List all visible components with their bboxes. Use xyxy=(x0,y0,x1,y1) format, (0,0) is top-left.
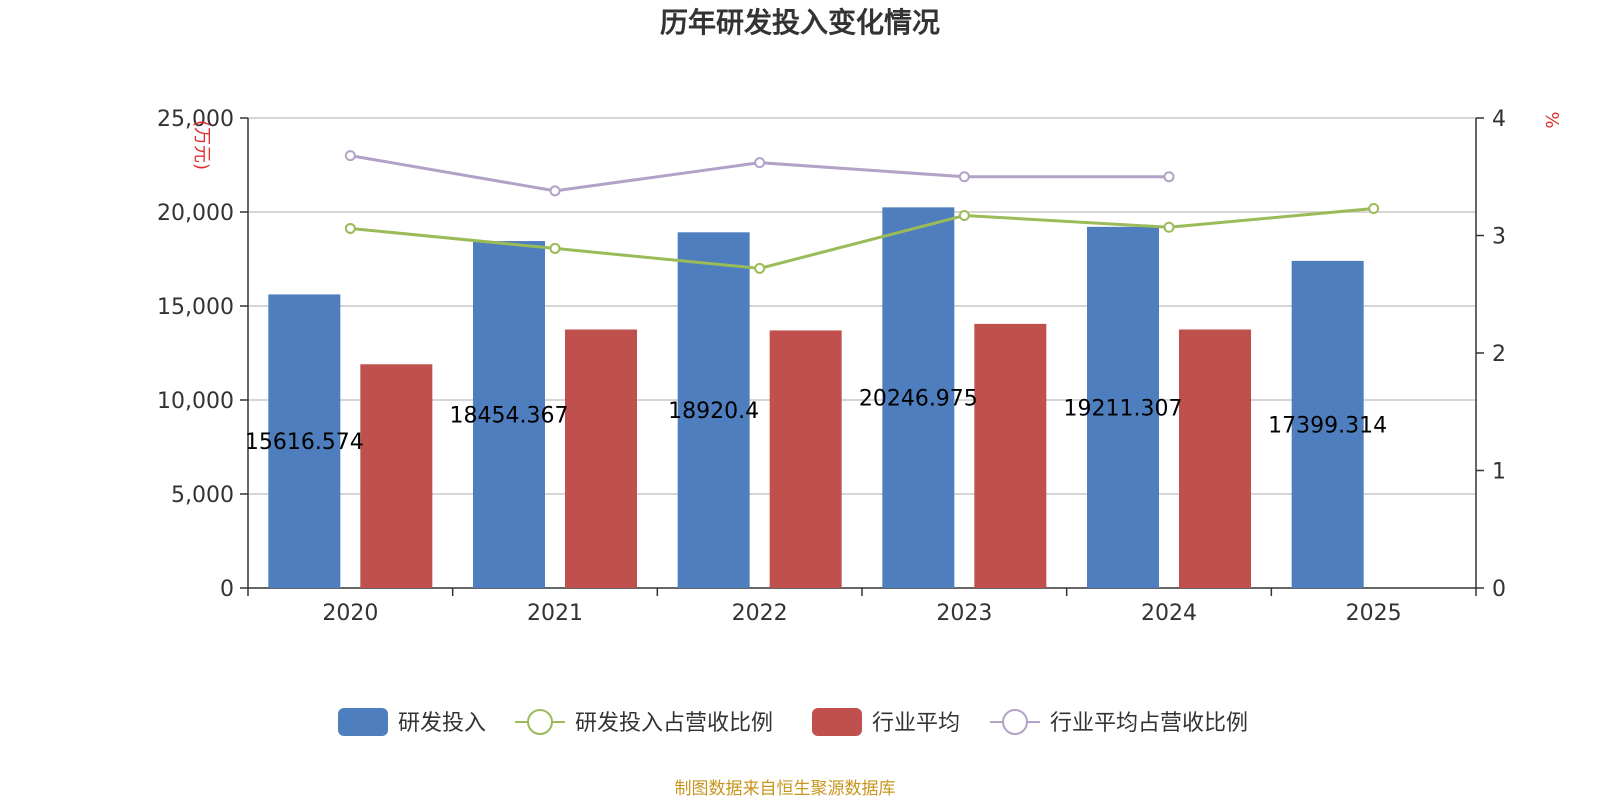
legend-item[interactable]: 行业平均占营收比例 xyxy=(990,709,1248,736)
bar-rd-investment xyxy=(882,207,955,588)
line-point xyxy=(344,222,356,234)
x-tick-label: 2024 xyxy=(1141,601,1197,626)
line-point xyxy=(1368,202,1380,214)
legend-label: 行业平均占营收比例 xyxy=(1050,711,1248,736)
bar-rd-investment xyxy=(1087,226,1159,588)
bar-rd-investment xyxy=(473,241,545,588)
right-tick-label: 4 xyxy=(1492,107,1506,132)
line-point xyxy=(1163,221,1175,233)
left-tick-label: 15,000 xyxy=(157,295,234,320)
x-tick-label: 2025 xyxy=(1346,601,1402,626)
left-tick-label: 25,000 xyxy=(157,107,234,132)
data-labels: 15616.574 18454.367 18920.4 20246.975 19211.… xyxy=(245,387,1387,456)
chart-title: 历年研发投入变化情况 xyxy=(660,6,940,39)
left-tick-label: 0 xyxy=(220,577,234,602)
left-tick-label: 10,000 xyxy=(157,389,234,414)
bar-industry-average xyxy=(360,364,433,588)
bar-data-label: 18920.4 xyxy=(668,399,759,424)
legend-label: 行业平均 xyxy=(872,711,960,736)
x-tick-label: 2020 xyxy=(322,601,378,626)
legend-swatch xyxy=(338,708,388,736)
line-point xyxy=(754,157,766,169)
line-point xyxy=(1163,171,1175,183)
bar-rd-investment xyxy=(1291,260,1364,588)
right-tick-label: 2 xyxy=(1492,342,1506,367)
bar-data-label: 15616.574 xyxy=(245,430,364,455)
legend-item[interactable]: 行业平均 xyxy=(812,708,960,736)
x-tick-label: 2023 xyxy=(936,601,992,626)
x-tick-label: 2021 xyxy=(527,601,583,626)
legend-label: 研发投入占营收比例 xyxy=(575,711,773,736)
axes: 0 5,000 10,000 15,000 20,000 25,000 0 1 2 3 4 2020 2… xyxy=(157,107,1506,626)
legend-item[interactable]: 研发投入占营收比例 xyxy=(515,709,773,736)
legend: 研发投入 研发投入占营收比例 行业平均 行业平均占营收比例 xyxy=(338,708,1248,736)
right-tick-label: 3 xyxy=(1492,225,1506,250)
x-tick-label: 2022 xyxy=(732,601,788,626)
legend-swatch-marker xyxy=(527,709,553,735)
bar-industry-average xyxy=(565,329,637,588)
bar-industry-average xyxy=(769,330,842,588)
left-tick-label: 20,000 xyxy=(157,201,234,226)
bar-rd-investment xyxy=(677,232,750,588)
bar-data-label: 18454.367 xyxy=(450,404,569,429)
source-note: 制图数据来自恒生聚源数据库 xyxy=(675,779,896,799)
left-axis-unit: (万元) xyxy=(191,120,212,170)
bar-industry-average xyxy=(1179,329,1251,588)
bar-industry-average xyxy=(974,323,1047,588)
bar-data-label: 19211.307 xyxy=(1064,396,1183,421)
line-point xyxy=(549,242,561,254)
line-series-rd-ratio xyxy=(350,206,1374,270)
line-point xyxy=(754,262,766,274)
right-axis-unit: % xyxy=(1541,111,1562,128)
legend-item[interactable]: 研发投入 xyxy=(338,708,486,736)
line-point xyxy=(958,210,970,222)
legend-swatch-marker xyxy=(1002,709,1028,735)
legend-swatch xyxy=(812,708,862,736)
right-tick-label: 0 xyxy=(1492,577,1506,602)
bar-rd-investment xyxy=(268,294,341,588)
legend-label: 研发投入 xyxy=(398,711,486,736)
bar-data-label: 17399.314 xyxy=(1268,413,1387,438)
grid xyxy=(248,117,1476,495)
lines xyxy=(344,150,1380,274)
left-tick-label: 5,000 xyxy=(171,483,234,508)
bars xyxy=(268,207,1364,588)
right-tick-label: 1 xyxy=(1492,460,1506,485)
line-point xyxy=(344,150,356,162)
bar-data-label: 20246.975 xyxy=(859,387,978,412)
line-point xyxy=(549,185,561,197)
line-point xyxy=(958,171,970,183)
